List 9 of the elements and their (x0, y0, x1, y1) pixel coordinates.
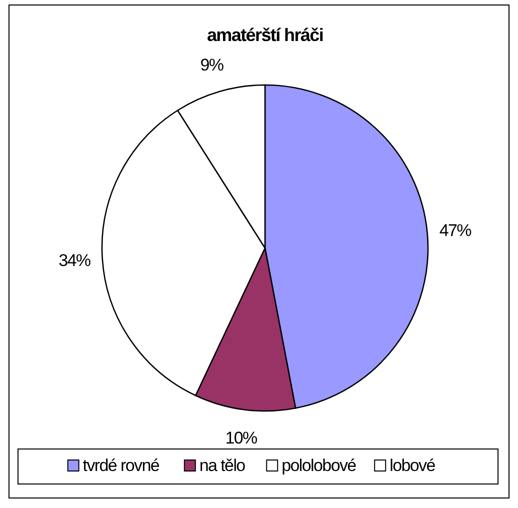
chart-title: amatérští hráči (206, 25, 324, 45)
legend-label: pololobové (282, 456, 356, 475)
data-label: 9% (200, 56, 224, 75)
legend-label: na tělo (199, 456, 246, 475)
data-label: 10% (225, 428, 258, 448)
data-label: 34% (58, 250, 91, 270)
legend-label: lobové (390, 456, 436, 475)
legend-label: tvrdé rovné (82, 456, 160, 475)
data-label: 47% (439, 221, 472, 240)
